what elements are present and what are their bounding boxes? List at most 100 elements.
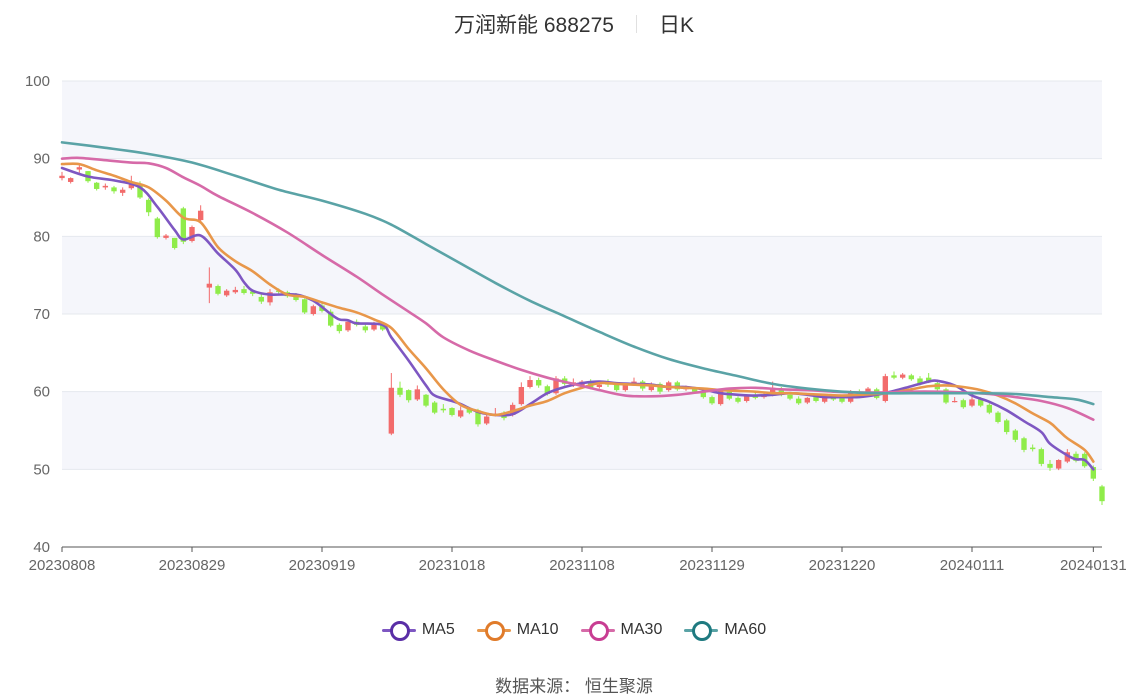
candle-body [171, 237, 178, 248]
candle-body [821, 397, 828, 402]
stock-title: 万润新能 688275 [454, 14, 614, 37]
kline-chart: 40 50 60 70 80 90 100 20230808 20230829 20230919 2… [25, 73, 1127, 574]
plot-band [62, 236, 1102, 314]
candle-body [128, 182, 135, 189]
candle-body [362, 326, 369, 331]
candle-body [327, 311, 334, 326]
legend-swatch-ma10 [476, 620, 511, 641]
x-tick-label: 20240131 [1060, 557, 1127, 574]
y-tick-label: 40 [33, 539, 50, 556]
candle-body [258, 296, 265, 302]
candle-body [977, 399, 984, 406]
candle-body [1021, 438, 1027, 450]
candle-body [440, 408, 447, 411]
candle-body [1003, 420, 1010, 433]
series-line-ma10 [60, 162, 1095, 463]
period-label[interactable]: 日K [658, 14, 694, 37]
candle-body [648, 383, 655, 391]
candle-body [119, 189, 126, 193]
candle-body [709, 397, 715, 404]
candle-body [371, 323, 377, 330]
candle-body [180, 208, 187, 242]
candle-body [813, 397, 819, 401]
title-divider [635, 15, 637, 33]
candle-body [743, 394, 750, 401]
candle-body [691, 388, 698, 392]
x-tick-label: 20230808 [29, 557, 96, 574]
candle-body [310, 306, 317, 314]
y-tick-label: 60 [33, 384, 50, 401]
candle-body [145, 199, 152, 213]
candle-body [544, 386, 551, 394]
candle-body [917, 378, 923, 384]
candle-body [717, 390, 724, 405]
candle-body [483, 416, 490, 424]
candle-body [431, 402, 438, 413]
legend-item-ma5[interactable]: MA5 [381, 620, 455, 641]
candle-body [700, 390, 707, 398]
candle-body [969, 399, 975, 406]
legend-item-ma60[interactable]: MA60 [684, 620, 766, 641]
candle-body [986, 404, 993, 413]
legend-swatch-ma5 [381, 620, 416, 641]
candle-body [1055, 460, 1062, 469]
candle-body [397, 387, 403, 395]
candle-body [475, 410, 481, 425]
x-tick-label: 20231129 [679, 557, 745, 574]
candle-body [102, 185, 109, 188]
candle-body [1029, 447, 1036, 450]
y-tick-label: 100 [25, 73, 50, 90]
candle-body [778, 388, 785, 395]
candle-body [735, 397, 741, 402]
candle-body [1038, 449, 1045, 464]
legend-label-ma30: MA30 [620, 621, 663, 638]
legend-item-ma10[interactable]: MA10 [476, 620, 559, 641]
x-tick-label: 20231220 [809, 557, 876, 574]
candle-body [613, 384, 620, 391]
y-tick-label: 90 [33, 151, 50, 168]
candle-body [379, 324, 386, 330]
legend-item-ma30[interactable]: MA30 [580, 620, 663, 641]
candle-body [405, 390, 412, 401]
candle-body [1090, 467, 1097, 479]
candle-body [241, 289, 247, 294]
candle-body [457, 410, 464, 417]
candle-body [301, 299, 308, 313]
candle-body [137, 183, 143, 198]
y-tick-label: 50 [33, 461, 50, 478]
candle-body [951, 400, 958, 403]
candle-body [76, 167, 83, 170]
candle-body [466, 408, 473, 413]
x-tick-label: 20231108 [549, 557, 615, 574]
candle-body [154, 218, 161, 238]
candle-body [449, 407, 455, 415]
series-line-ma5 [60, 166, 1095, 471]
candle-body [1012, 430, 1019, 440]
candle-body [1047, 463, 1053, 468]
candle-body [891, 375, 897, 378]
data-source: 数据来源： 恒生聚源 [495, 677, 653, 696]
candle-body [223, 290, 230, 296]
chart-title: 万润新能 688275 日K [0, 8, 1148, 40]
candle-body [908, 375, 915, 380]
candle-body [960, 400, 967, 408]
x-tick-label: 20230919 [289, 557, 356, 574]
candle-body [839, 397, 845, 402]
y-tick-label: 70 [33, 306, 50, 323]
candle-body [769, 387, 776, 395]
candle-body [189, 227, 195, 241]
candle-body [995, 412, 1001, 422]
plot-band [62, 391, 1102, 470]
candle-body [943, 389, 949, 403]
x-tick-label: 20230829 [159, 557, 226, 574]
chart-legend: MA5 MA10 MA30 MA60 [0, 620, 1148, 641]
legend-label-ma10: MA10 [516, 621, 559, 638]
x-tick-label: 20240111 [940, 557, 1005, 574]
candle-body [215, 286, 221, 294]
candle-body [1064, 452, 1071, 462]
candle-body [336, 324, 343, 332]
candle-body [553, 378, 559, 394]
candle-body [267, 292, 273, 303]
candle-body [795, 398, 802, 404]
candle-body [345, 321, 351, 331]
